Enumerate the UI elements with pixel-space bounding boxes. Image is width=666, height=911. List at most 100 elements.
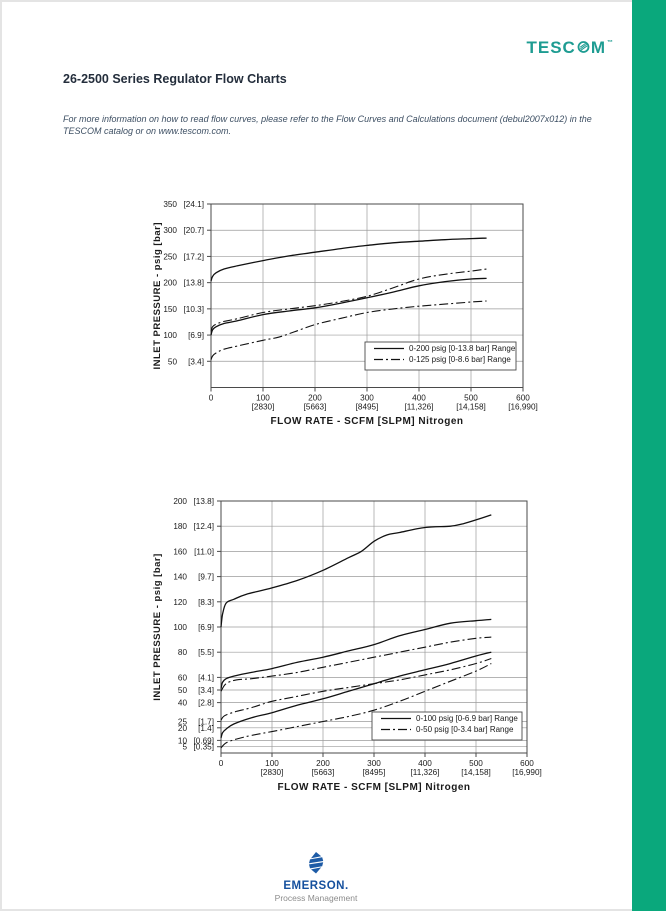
y-tick-value: 20 [178, 724, 188, 733]
y-axis-title: INLET PRESSURE - psig [bar] [152, 553, 163, 701]
x-tick-bracket: [2830] [252, 403, 275, 412]
y-tick-bracket: [0.35] [194, 743, 215, 752]
y-tick-value: 10 [178, 736, 188, 745]
y-tick-value: 120 [173, 598, 187, 607]
series-curve-3 [210, 300, 487, 360]
x-tick-bracket: [5663] [312, 768, 335, 777]
series-curve-2 [220, 651, 492, 739]
y-axis-title: INLET PRESSURE - psig [bar] [152, 222, 163, 370]
y-tick-bracket: [12.4] [194, 522, 215, 531]
y-tick-bracket: [11.0] [194, 547, 214, 556]
x-tick-bracket: [11,326] [411, 768, 440, 777]
x-tick-value: 100 [256, 394, 270, 403]
emerson-footer: EMERSON. Process Management [0, 852, 632, 903]
x-tick-bracket: [16,990] [512, 768, 542, 777]
x-tick-value: 0 [209, 394, 214, 403]
y-tick-bracket: [3.4] [198, 686, 214, 695]
y-tick-value: 250 [163, 252, 177, 261]
y-tick-value: 160 [173, 547, 187, 556]
x-axis-title: FLOW RATE - SCFM [SLPM] Nitrogen [277, 782, 470, 793]
x-tick-value: 300 [367, 759, 381, 768]
x-tick-value: 500 [464, 394, 478, 403]
y-tick-bracket: [13.8] [194, 497, 215, 506]
tescom-globe-o-icon [577, 38, 590, 58]
x-tick-bracket: [11,326] [405, 403, 434, 412]
x-tick-bracket: [8495] [356, 403, 379, 412]
tescom-logo-text-left: TESC [526, 38, 576, 57]
x-tick-value: 100 [265, 759, 279, 768]
right-accent-bar [632, 0, 666, 911]
x-tick-value: 400 [412, 394, 426, 403]
x-tick-bracket: [2830] [261, 768, 284, 777]
flow-chart-upper: 350 [24.1] 300 [20.7] 250 [17.2] 200 [13.8] 150 [… [152, 200, 538, 427]
y-tick-bracket: [6.9] [188, 331, 204, 340]
y-tick-bracket: [13.8] [184, 279, 205, 288]
y-tick-bracket: [17.2] [184, 252, 205, 261]
y-tick-value: 100 [173, 623, 187, 632]
y-tick-bracket: [5.5] [198, 648, 214, 657]
y-tick-bracket: [1.7] [198, 718, 214, 727]
trademark-mark: ™ [607, 40, 614, 46]
tescom-logo: TESC M ™ [526, 38, 614, 58]
x-tick-value: 200 [316, 759, 330, 768]
y-tick-bracket: [8.3] [198, 598, 214, 607]
x-tick-value: 600 [520, 759, 534, 768]
legend-box [371, 711, 523, 741]
y-tick-value: 180 [173, 522, 187, 531]
x-tick-value: 500 [469, 759, 483, 768]
y-tick-bracket: [20.7] [184, 226, 205, 235]
y-tick-bracket: [0.69] [194, 736, 215, 745]
legend-label: 0-50 psig [0-3.4 bar] Range [416, 725, 514, 734]
emerson-wordmark: EMERSON. [283, 880, 349, 892]
x-tick-bracket: [14,158] [461, 768, 491, 777]
series-curve-4 [220, 657, 492, 721]
x-tick-bracket: [16,990] [508, 403, 538, 412]
y-tick-value: 50 [168, 357, 178, 366]
y-tick-value: 200 [173, 497, 187, 506]
y-tick-value: 350 [163, 200, 177, 209]
x-tick-value: 200 [308, 394, 322, 403]
y-tick-bracket: [3.4] [188, 357, 204, 366]
y-tick-value: 140 [173, 573, 187, 582]
y-tick-value: 100 [163, 331, 177, 340]
emerson-subtitle: Process Management [274, 893, 358, 903]
y-tick-bracket: [10.3] [184, 305, 205, 314]
y-tick-value: 5 [182, 743, 187, 752]
y-tick-bracket: [9.7] [198, 573, 214, 582]
legend-box [364, 341, 517, 371]
y-tick-bracket: [6.9] [198, 623, 214, 632]
y-tick-bracket: [24.1] [184, 200, 205, 209]
y-tick-value: 50 [178, 686, 188, 695]
x-tick-value: 300 [360, 394, 374, 403]
y-tick-value: 80 [178, 648, 188, 657]
x-tick-value: 400 [418, 759, 432, 768]
y-tick-bracket: [4.1] [198, 673, 214, 682]
x-tick-value: 0 [219, 759, 224, 768]
x-tick-bracket: [5663] [304, 403, 327, 412]
series-curve-3 [220, 636, 492, 692]
y-tick-bracket: [2.8] [198, 699, 214, 708]
emerson-logo-icon [0, 852, 632, 879]
y-tick-value: 300 [163, 226, 177, 235]
x-tick-bracket: [14,158] [456, 403, 486, 412]
x-axis-title: FLOW RATE - SCFM [SLPM] Nitrogen [270, 416, 463, 427]
y-tick-value: 25 [178, 718, 188, 727]
legend-label: 0-100 psig [0-6.9 bar] Range [416, 714, 518, 723]
intro-note: For more information on how to read flow… [63, 114, 592, 136]
series-curve-0 [220, 514, 492, 628]
tescom-logo-text-right: M [590, 38, 606, 57]
legend-label: 0-200 psig [0-13.8 bar] Range [409, 344, 516, 353]
x-tick-bracket: [8495] [363, 768, 386, 777]
y-tick-value: 60 [178, 673, 188, 682]
series-curve-5 [220, 663, 492, 749]
y-tick-bracket: [1.4] [198, 724, 214, 733]
flow-chart-lower: 200 [13.8]180 [12.4]160 [11.0]140 [9.7]120 [8… [152, 497, 542, 793]
y-tick-value: 40 [178, 699, 188, 708]
series-curve-1 [220, 618, 492, 689]
series-curve-0 [210, 237, 487, 282]
y-tick-value: 200 [163, 279, 177, 288]
series-curve-2 [210, 268, 487, 332]
legend-label: 0-125 psig [0-8.6 bar] Range [409, 355, 511, 364]
x-tick-value: 600 [516, 394, 530, 403]
